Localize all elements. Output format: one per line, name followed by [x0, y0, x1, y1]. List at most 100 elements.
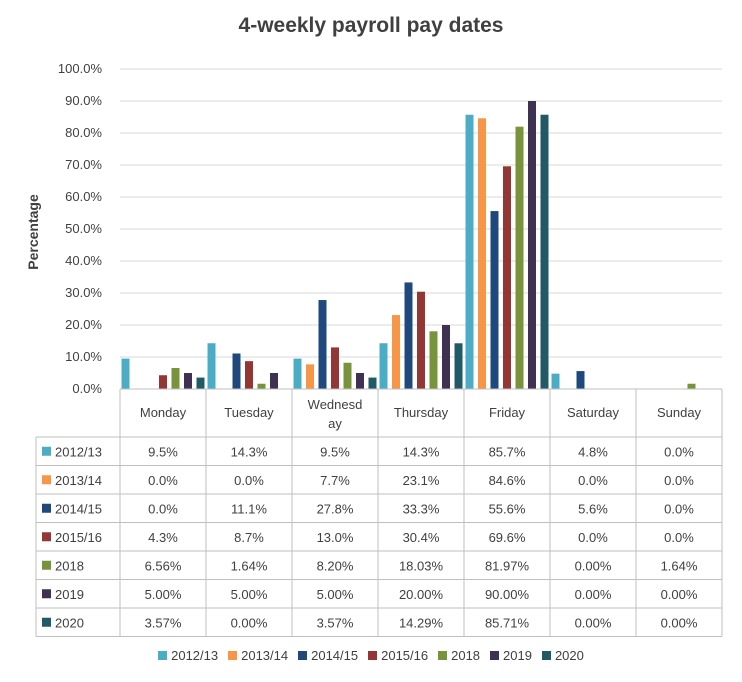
y-tick-label: 40.0%	[65, 253, 102, 268]
legend-item: 2019	[490, 648, 532, 663]
table-cell-value: 23.1%	[403, 473, 440, 488]
legend-item: 2012/13	[158, 648, 218, 663]
table-series-name: 2014/15	[55, 501, 102, 516]
table-cell-value: 14.3%	[403, 444, 440, 459]
table-series-swatch	[42, 560, 51, 570]
table-cell-value: 14.3%	[231, 444, 268, 459]
table-series-name: 2019	[55, 587, 84, 602]
bar	[478, 118, 486, 389]
table-cell-value: 0.00%	[575, 615, 612, 630]
table-cell-value: 3.57%	[317, 615, 354, 630]
x-tick-label: Monday	[140, 405, 187, 420]
legend-swatch	[158, 651, 168, 660]
legend-item: 2015/16	[368, 648, 428, 663]
bar	[232, 353, 241, 389]
bar	[540, 114, 549, 389]
table-cell-value: 0.0%	[664, 473, 694, 488]
x-tick-label: Wednesd	[308, 397, 363, 412]
legend-label: 2012/13	[171, 648, 219, 663]
table-series-name: 2013/14	[55, 473, 102, 488]
legend: 2012/13 2013/14 2014/15 2015/16 2018 2019 2020	[0, 648, 742, 663]
table-cell-value: 0.00%	[575, 587, 612, 602]
bar	[379, 343, 388, 389]
table-cell-value: 14.29%	[399, 615, 444, 630]
table-series-swatch	[42, 589, 51, 599]
bar	[356, 373, 364, 389]
table-series-swatch	[42, 446, 51, 456]
table-cell-value: 0.0%	[664, 530, 694, 545]
table-cell-value: 5.00%	[231, 587, 268, 602]
y-tick-label: 80.0%	[65, 125, 102, 140]
table-cell-value: 0.0%	[148, 473, 178, 488]
legend-swatch	[438, 651, 448, 660]
table-series-swatch	[42, 503, 51, 513]
legend-label: 2019	[503, 648, 532, 663]
table-series-name: 2020	[55, 615, 84, 630]
table-cell-value: 27.8%	[317, 501, 354, 516]
y-axis-ticks: 0.0% 10.0% 20.0% 30.0% 40.0% 50.0% 60.0% 70.0% 8…	[58, 61, 103, 396]
legend-item: 2014/15	[298, 648, 358, 663]
bar	[528, 101, 536, 389]
y-tick-label: 50.0%	[65, 221, 102, 236]
x-tick-label: Sunday	[657, 405, 702, 420]
table-cell-value: 84.6%	[489, 473, 526, 488]
table-cell-value: 55.6%	[489, 501, 526, 516]
legend-swatch	[228, 651, 238, 660]
table-cell-value: 4.3%	[148, 530, 178, 545]
table-cell-value: 9.5%	[320, 444, 350, 459]
table-cell-value: 9.5%	[148, 444, 178, 459]
table-series-swatch	[42, 532, 51, 542]
table-cell-value: 13.0%	[317, 530, 354, 545]
bar	[503, 166, 511, 389]
y-tick-label: 70.0%	[65, 157, 102, 172]
table-cell-value: 85.71%	[485, 615, 530, 630]
bar	[515, 126, 524, 390]
bar	[207, 343, 216, 389]
table-cell-value: 0.0%	[578, 530, 608, 545]
table-cell-value: 11.1%	[231, 501, 267, 516]
table-cell-value: 0.0%	[578, 473, 608, 488]
y-tick-label: 100.0%	[58, 61, 103, 76]
bar	[121, 358, 130, 389]
x-tick-label: Thursday	[394, 405, 449, 420]
bar	[429, 331, 438, 389]
bar	[184, 373, 192, 389]
table-cell-value: 69.6%	[489, 530, 526, 545]
table-cell-value: 90.00%	[485, 587, 530, 602]
table-cell-value: 5.00%	[145, 587, 182, 602]
table-cell-value: 7.7%	[320, 473, 350, 488]
bar	[404, 282, 413, 389]
table-cell-value: 0.0%	[664, 501, 694, 516]
table-series-name: 2012/13	[55, 444, 102, 459]
data-table: Monday Tuesday Wednesd ay Thursday Friday Satu…	[35, 388, 723, 637]
y-tick-label: 0.0%	[72, 381, 102, 396]
table-cell-value: 0.0%	[234, 473, 264, 488]
bar	[490, 211, 499, 389]
table-series-name: 2015/16	[55, 530, 102, 545]
table-series-swatch	[42, 475, 51, 485]
table-cell-value: 3.57%	[145, 615, 182, 630]
legend-item: 2018	[438, 648, 480, 663]
bar	[306, 364, 314, 389]
x-tick-label: Tuesday	[224, 405, 274, 420]
y-tick-label: 90.0%	[65, 93, 102, 108]
table-cell-value: 33.3%	[403, 501, 440, 516]
legend-label: 2018	[451, 648, 481, 663]
table-cell-value: 20.00%	[399, 587, 444, 602]
table-cell-value: 1.64%	[661, 558, 698, 573]
y-axis-label: Percentage	[25, 194, 41, 270]
bar	[687, 383, 696, 389]
y-tick-label: 60.0%	[65, 189, 102, 204]
bar	[442, 325, 450, 389]
legend-item: 2020	[541, 648, 584, 663]
legend-swatch	[490, 651, 500, 660]
table-cell-value: 0.00%	[231, 615, 268, 630]
table-cell-value: 0.00%	[575, 558, 612, 573]
y-tick-label: 30.0%	[65, 285, 102, 300]
bar	[343, 362, 352, 389]
bar	[245, 361, 253, 389]
bar	[551, 373, 560, 389]
table-series-name: 2018	[55, 558, 84, 573]
table-cell-value: 5.6%	[578, 501, 608, 516]
